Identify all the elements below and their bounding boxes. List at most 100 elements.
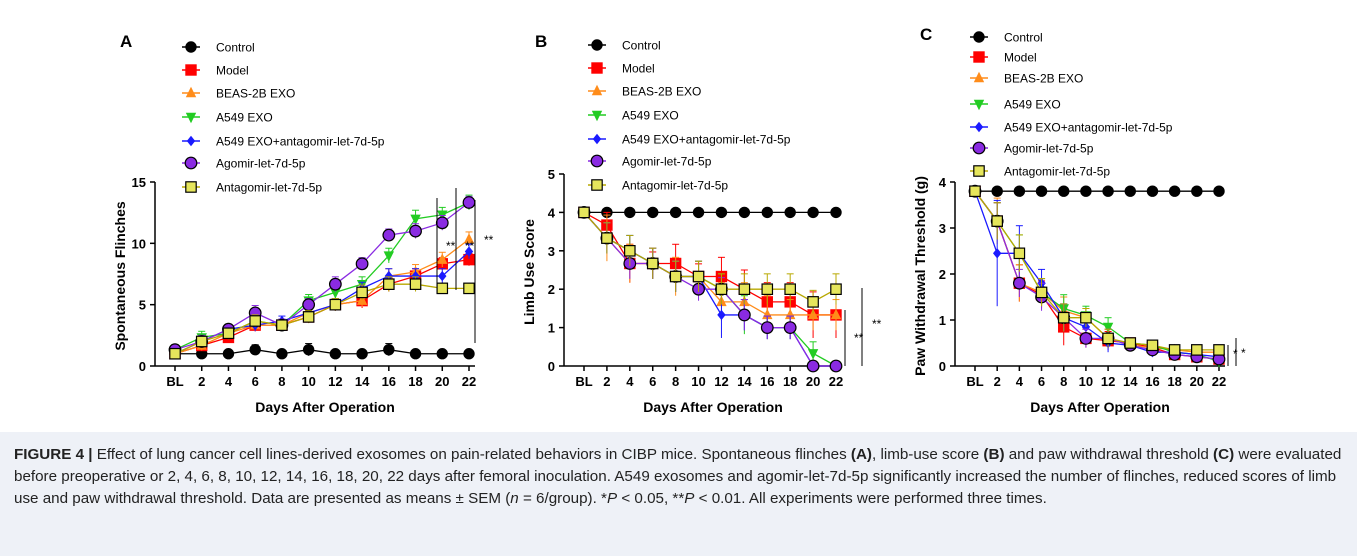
x-tick-label: 18 bbox=[408, 374, 422, 389]
legend-marker bbox=[973, 51, 985, 63]
x-tick-label: 18 bbox=[1167, 374, 1181, 389]
y-axis-label: Spontaneous Flinches bbox=[112, 201, 128, 351]
caption-text: , limb-use score bbox=[872, 446, 984, 463]
series-line bbox=[974, 190, 1219, 351]
data-point bbox=[624, 206, 636, 219]
x-tick-label: 4 bbox=[225, 374, 233, 389]
series-a549 bbox=[969, 187, 1225, 368]
caption-text: were evaluated before preoperative or 2,… bbox=[14, 446, 1342, 507]
legend-label: A549 EXO+antagomir-let-7d-5p bbox=[1004, 121, 1173, 135]
series-antago bbox=[578, 206, 842, 314]
legend-marker bbox=[591, 179, 603, 191]
data-point bbox=[1102, 322, 1114, 334]
x-tick-label: 16 bbox=[760, 374, 774, 389]
data-point bbox=[1057, 311, 1070, 324]
legend-entry: Agomir-let-7d-5p bbox=[588, 155, 712, 169]
data-point bbox=[830, 308, 842, 320]
y-tick-label: 0 bbox=[939, 359, 946, 374]
y-tick-label: 3 bbox=[939, 221, 946, 236]
data-point bbox=[784, 283, 796, 295]
series-line bbox=[974, 190, 1220, 363]
data-point bbox=[783, 321, 797, 335]
y-tick-label: 1 bbox=[939, 313, 946, 328]
x-tick-label: 14 bbox=[355, 374, 370, 389]
legend-marker bbox=[591, 39, 603, 51]
data-point bbox=[624, 245, 636, 257]
y-axis-label: Limb Use Score bbox=[521, 219, 537, 325]
caption-ref-b: (B) bbox=[983, 446, 1005, 463]
data-point bbox=[669, 270, 682, 283]
legend-entry: Agomir-let-7d-5p bbox=[970, 142, 1094, 156]
data-point bbox=[383, 251, 395, 262]
legend-label: BEAS-2B EXO bbox=[216, 87, 295, 101]
legend-marker bbox=[185, 181, 197, 193]
legend-entry: A549 EXO bbox=[182, 111, 273, 125]
x-tick-label: 16 bbox=[1145, 374, 1159, 389]
caption-p: P bbox=[684, 490, 695, 507]
series-line bbox=[175, 349, 469, 355]
data-point bbox=[1213, 344, 1225, 356]
data-point bbox=[1191, 344, 1203, 356]
series-model bbox=[169, 253, 475, 360]
data-point bbox=[830, 283, 842, 295]
legend: Control Model BEAS-2B EXO A549 EXO A549 EXO+… bbox=[182, 41, 385, 195]
data-point bbox=[463, 282, 475, 295]
legend-marker bbox=[973, 165, 985, 177]
data-point bbox=[330, 288, 341, 299]
x-tick-label: 12 bbox=[1101, 374, 1115, 389]
data-point bbox=[383, 278, 395, 290]
data-point bbox=[463, 233, 475, 244]
y-tick-label: 4 bbox=[548, 205, 556, 220]
y-tick-label: 2 bbox=[939, 267, 946, 282]
legend-entry: Model bbox=[970, 51, 1037, 65]
legend-label: A549 EXO bbox=[1004, 98, 1061, 112]
legend: Control Model BEAS-2B EXO A549 EXO A549 EXO+… bbox=[970, 31, 1173, 179]
data-point bbox=[1146, 185, 1159, 197]
data-point bbox=[169, 347, 181, 360]
legend-entry: Control bbox=[588, 39, 661, 53]
data-point bbox=[1213, 185, 1225, 197]
data-point bbox=[646, 257, 659, 270]
data-point bbox=[355, 257, 369, 271]
data-point bbox=[1080, 311, 1092, 324]
series-line bbox=[174, 259, 470, 355]
legend-marker bbox=[184, 156, 198, 170]
y-tick-label: 15 bbox=[132, 175, 146, 190]
data-point bbox=[807, 308, 819, 320]
legend-entry: A549 EXO+antagomir-let-7d-5p bbox=[970, 121, 1173, 135]
series-control bbox=[969, 185, 1225, 197]
panel-letter: B bbox=[535, 32, 547, 51]
y-tick-label: 5 bbox=[139, 298, 146, 313]
legend-entry: BEAS-2B EXO bbox=[588, 85, 701, 99]
caption-text: Effect of lung cancer cell lines-derived… bbox=[92, 446, 851, 463]
panel-b: B Control Model BEAS-2B EXO A549 EXO A549 EXO… bbox=[521, 32, 882, 415]
x-tick-label: BL bbox=[575, 374, 592, 389]
data-point bbox=[435, 216, 449, 230]
legend-label: Control bbox=[1004, 31, 1043, 45]
significance-mark: ** bbox=[854, 331, 864, 345]
legend-label: Agomir-let-7d-5p bbox=[216, 157, 306, 171]
data-point bbox=[356, 286, 368, 299]
data-point bbox=[829, 359, 843, 373]
legend-label: Model bbox=[1004, 51, 1037, 65]
data-point bbox=[806, 359, 820, 373]
legend-marker bbox=[973, 71, 985, 83]
legend-entry: Model bbox=[182, 64, 249, 78]
legend-marker bbox=[185, 41, 197, 53]
data-point bbox=[222, 327, 235, 340]
x-tick-label: 16 bbox=[382, 374, 396, 389]
series-line bbox=[583, 211, 836, 316]
legend-marker bbox=[972, 141, 986, 155]
legend-label: A549 EXO bbox=[216, 111, 273, 125]
legend-label: A549 EXO+antagomir-let-7d-5p bbox=[216, 135, 385, 149]
data-point bbox=[329, 348, 342, 360]
legend-entry: BEAS-2B EXO bbox=[182, 87, 295, 101]
series-line bbox=[974, 190, 1220, 360]
data-point bbox=[1013, 185, 1026, 197]
data-point bbox=[991, 215, 1003, 227]
legend-label: A549 EXO bbox=[622, 109, 679, 123]
data-point bbox=[1058, 185, 1070, 197]
x-axis-label: Days After Operation bbox=[643, 399, 783, 415]
legend-marker bbox=[592, 133, 602, 145]
